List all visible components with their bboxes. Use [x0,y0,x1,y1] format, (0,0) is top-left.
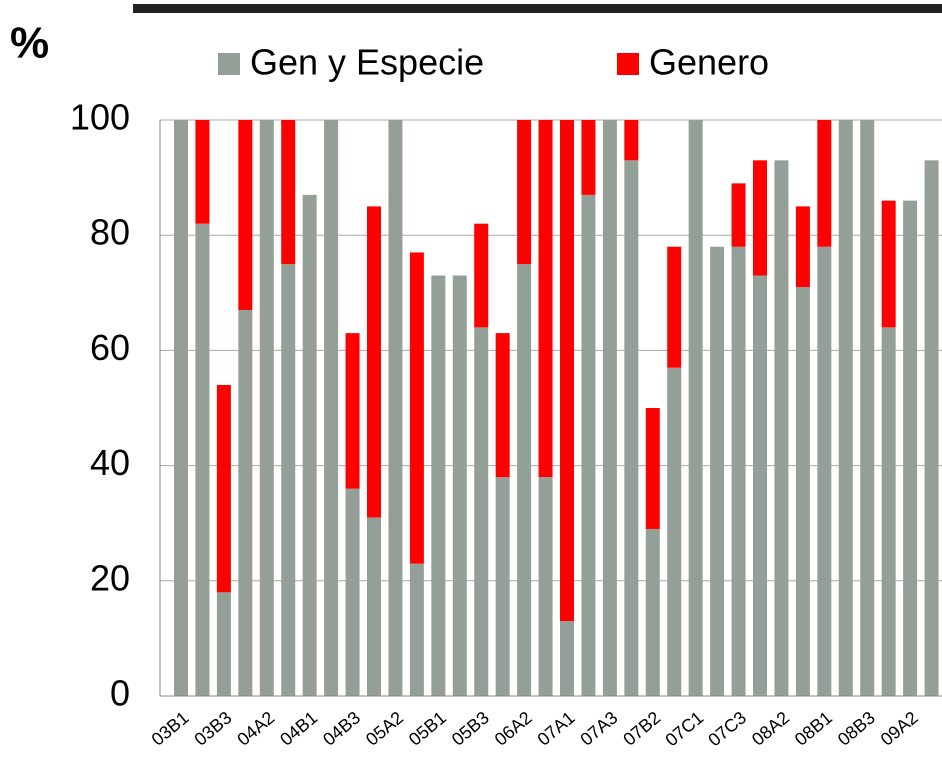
bar-segment [731,246,746,696]
x-tick-label: 07B2 [619,707,664,749]
x-tick-label: 04B1 [276,707,321,749]
x-tick-label: 05B3 [448,707,493,749]
bar-segment [238,120,253,311]
x-tick-label: 07A1 [534,707,579,749]
bar-segment [645,528,660,696]
bar-segment [560,120,574,622]
bar-segment [495,477,510,696]
bar-segment [753,160,767,276]
legend-swatch [218,53,240,75]
x-tick-label: 07C3 [704,707,750,750]
bar-segment [538,477,553,696]
bar-segment [367,206,381,518]
bar-segment [517,120,532,264]
bar-segment [624,120,639,161]
bar-segment [860,120,875,696]
bar-segment [560,621,574,696]
bar-segment [345,488,360,696]
x-tick-label: 09A2 [877,707,922,749]
bar-segment [367,517,381,696]
bar-segment [817,246,832,696]
x-tick-label: 07C1 [661,707,707,750]
x-tick-label: 05A2 [362,707,407,749]
bar-segment [409,252,424,564]
bar-segment [688,120,703,696]
bar-segment [753,275,767,696]
bar-segment [581,194,596,696]
y-tick-label: 0 [110,673,130,714]
x-tick-label: 03B1 [148,707,193,749]
bar-segment [216,592,231,696]
y-tick-label: 20 [90,557,130,598]
bar-segment [710,246,725,696]
bar-segment [195,223,210,696]
bar-segment [667,367,682,696]
bar-segment [881,327,896,696]
bar-segment [409,563,424,696]
bar-segment [452,275,467,696]
bar-segment [259,120,274,696]
x-tick-label: 04B3 [319,707,364,749]
x-tick-label: 07A3 [576,707,621,749]
bar-segment [624,160,639,696]
bar-segment [431,275,446,696]
x-tick-label: 08B1 [791,707,836,749]
y-tick-label: 100 [70,97,130,138]
y-tick-label: 80 [90,212,130,253]
bar-segment [195,120,210,224]
x-tick-label: 03B3 [190,707,235,749]
bar-segment [324,120,339,696]
bar-segment [795,287,810,696]
bar-segment [345,333,360,489]
top-rule [133,4,942,13]
y-tick-label: 40 [90,442,130,483]
bar-segment [474,223,489,328]
bar-segment [602,120,617,696]
bar-segment [495,333,510,478]
bar-segment [281,264,296,696]
y-axis-label: % [10,19,49,68]
bar-segment [538,120,553,478]
legend-label: Gen y Especie [250,42,484,83]
bar-segment [645,408,660,529]
bar-segment [388,120,403,696]
bar-segment [881,200,896,328]
bar-segment [924,160,939,696]
y-tick-label: 60 [90,327,130,368]
bar-segment [517,264,532,696]
bar-segment [817,120,832,247]
bar-segment [302,194,317,696]
bar-segment [903,200,918,696]
x-tick-label: 05B1 [405,707,450,749]
bar-segment [795,206,810,288]
bar-segment [174,120,188,696]
bar-segment [731,183,746,247]
bar-segment [281,120,296,264]
x-tick-label: 08B3 [834,707,879,749]
bar-segment [238,310,253,696]
bar-segment [774,160,789,696]
x-tick-label: 04A2 [233,707,278,749]
bar-segment [667,246,682,368]
legend-label: Genero [649,42,769,83]
bar-segment [474,327,489,696]
bar-segment [838,120,853,696]
bar-segment [581,120,596,195]
x-tick-label: 08A2 [748,707,793,749]
legend-swatch [617,53,639,75]
x-tick-label: 06A2 [491,707,536,749]
bar-segment [216,384,231,593]
